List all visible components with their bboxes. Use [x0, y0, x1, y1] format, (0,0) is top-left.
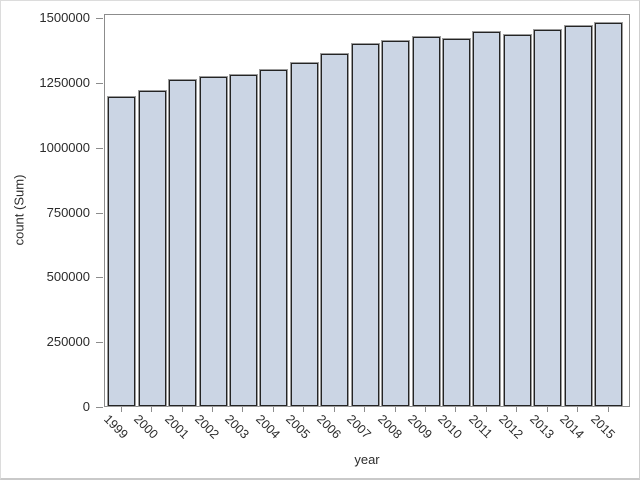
x-axis-tick — [455, 407, 457, 412]
x-tick-label: 2005 — [283, 412, 313, 442]
bar-2002 — [199, 77, 227, 406]
y-tick-label: 0 — [82, 399, 90, 414]
x-tick-label: 2003 — [222, 412, 253, 442]
bar-2001 — [169, 80, 197, 406]
bar-1999 — [108, 97, 136, 406]
x-tick-label: 2015 — [587, 412, 618, 442]
bar-2012 — [503, 35, 531, 406]
y-axis-tick — [96, 147, 103, 149]
x-axis-tick — [425, 407, 426, 412]
plot-area — [104, 14, 630, 407]
bar-2003 — [229, 75, 257, 406]
x-axis-tick — [333, 407, 335, 412]
x-axis-tick — [364, 407, 366, 412]
bar-2004 — [260, 70, 288, 406]
bar-2006 — [321, 54, 349, 406]
x-tick-label: 2010 — [435, 412, 466, 442]
x-tick-label: 1999 — [100, 412, 131, 442]
y-tick-label: 1500000 — [39, 10, 90, 25]
bar-2011 — [473, 32, 501, 406]
y-tick-label: 750000 — [46, 204, 90, 220]
x-tick-label: 2009 — [405, 412, 435, 442]
x-tick-label: 2002 — [192, 412, 222, 442]
x-axis-tick — [181, 407, 183, 412]
y-axis-tick — [96, 407, 103, 408]
x-axis-tick — [577, 407, 579, 412]
bar-2008 — [382, 41, 410, 406]
x-axis-tick — [516, 407, 518, 412]
x-tick-label: 2001 — [161, 412, 192, 442]
x-tick-label: 2013 — [526, 412, 557, 442]
x-axis-tick — [607, 407, 609, 412]
x-axis-tick — [212, 407, 214, 412]
x-tick-label: 2000 — [131, 412, 161, 442]
y-axis-tick — [96, 18, 103, 19]
x-axis-tick — [303, 407, 305, 412]
x-axis-title: year — [354, 452, 380, 467]
x-tick-label: 2004 — [252, 412, 283, 442]
bar-2010 — [442, 39, 470, 406]
x-axis-tick — [394, 407, 396, 412]
y-axis-tick — [96, 342, 103, 344]
x-tick-label: 2011 — [465, 412, 495, 441]
y-tick-label: 500000 — [46, 269, 90, 285]
x-tick-label: 2006 — [313, 412, 344, 442]
x-tick-label: 2014 — [557, 412, 587, 442]
x-axis-tick — [272, 407, 274, 412]
bar-2013 — [534, 30, 562, 406]
y-tick-label: 1250000 — [39, 74, 90, 90]
x-tick-label: 2012 — [496, 412, 526, 442]
x-tick-label: 2008 — [374, 412, 405, 442]
x-axis-tick — [151, 407, 153, 412]
x-axis-tick — [546, 407, 548, 412]
y-axis-tick — [96, 212, 103, 214]
bar-2005 — [290, 63, 318, 406]
y-axis-tick — [96, 82, 103, 84]
bar-2007 — [351, 44, 379, 406]
y-tick-label: 250000 — [46, 334, 90, 350]
bar-2000 — [138, 91, 166, 406]
bar-2014 — [564, 26, 592, 406]
x-axis-tick — [485, 407, 487, 412]
y-axis-tick — [96, 277, 103, 279]
y-tick-label: 1000000 — [39, 139, 90, 155]
bar-2015 — [595, 23, 623, 406]
x-axis-tick — [120, 407, 122, 412]
bar-2009 — [412, 37, 440, 406]
x-axis-tick — [242, 407, 244, 412]
x-tick-label: 2007 — [344, 412, 374, 442]
